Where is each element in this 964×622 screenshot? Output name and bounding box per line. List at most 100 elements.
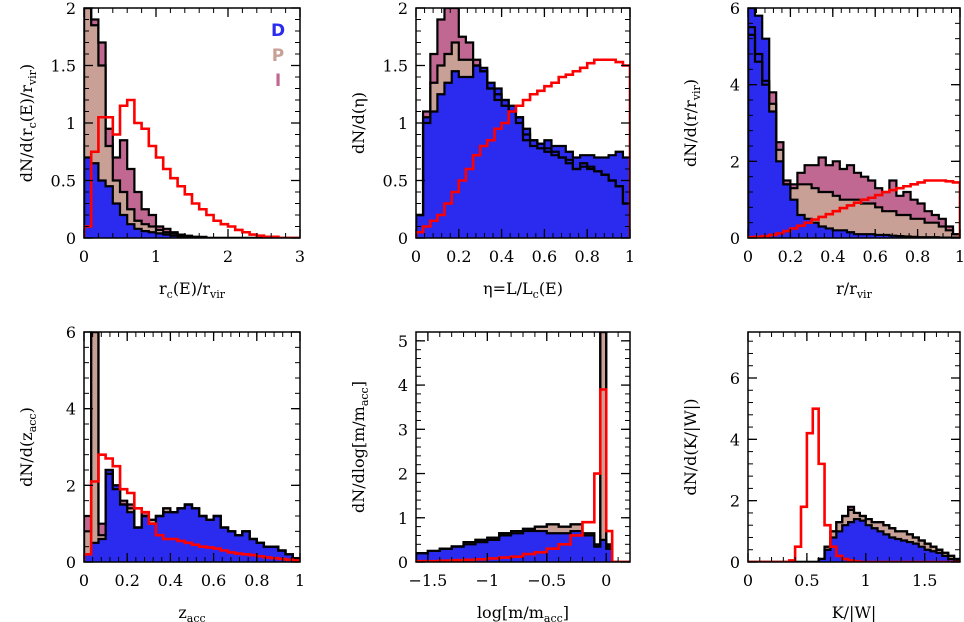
ytick-label: 0 bbox=[730, 553, 740, 572]
ytick-label: 3 bbox=[398, 420, 408, 439]
xtick-label: 0.6 bbox=[862, 247, 887, 266]
series-D-outline-eta bbox=[416, 64, 630, 238]
xtick-label: 0 bbox=[743, 571, 753, 590]
ytick-label: 1.5 bbox=[383, 57, 408, 76]
x-axis-label: log[m/macc] bbox=[477, 603, 569, 622]
xtick-label: 0.8 bbox=[574, 247, 599, 266]
series-D-fill-eta bbox=[416, 65, 630, 238]
xtick-label: 0.4 bbox=[158, 571, 183, 590]
xtick-label: 0.8 bbox=[244, 571, 269, 590]
series-D-fill-rc bbox=[84, 157, 300, 238]
ytick-label: 2 bbox=[66, 476, 76, 495]
series-P-outline-logm bbox=[416, 332, 630, 562]
ytick-label: 6 bbox=[730, 0, 740, 18]
series-D-outline-rc bbox=[84, 156, 300, 238]
xtick-label: 1 bbox=[151, 247, 161, 266]
panel-r: 0 0.2 0.4 0.6 0.8 1 0 2 4 6 r/rvir dN/d(r/rvir) bbox=[681, 0, 964, 301]
xtick-label: 0.6 bbox=[532, 247, 557, 266]
ytick-label: 0 bbox=[398, 229, 408, 248]
panel-logm: −1.5 −1 −0.5 0 0 1 2 3 4 5 log[m/macc] dN/dlog[m/ma… bbox=[349, 331, 631, 622]
ytick-label: 1.5 bbox=[51, 57, 76, 76]
series-I-fill-logm bbox=[416, 332, 630, 562]
ytick-label: 1 bbox=[66, 114, 76, 133]
x-axis-label: K/|W| bbox=[832, 603, 877, 622]
legend-I: I bbox=[275, 71, 281, 91]
ytick-label: 2 bbox=[398, 0, 408, 18]
series-red-logm bbox=[416, 388, 630, 562]
ytick-label: 5 bbox=[398, 332, 408, 351]
series-P-outline-rc bbox=[84, 8, 300, 238]
series-D-fill-virial bbox=[748, 519, 960, 562]
plot-frame-r bbox=[747, 7, 961, 239]
x-axis-label: r/rvir bbox=[836, 279, 872, 301]
xtick-label: 0 bbox=[79, 571, 89, 590]
series-P-fill-logm bbox=[416, 332, 630, 562]
xtick-label: 1 bbox=[955, 247, 964, 266]
series-red-rc bbox=[84, 98, 300, 238]
plot-frame-logm bbox=[415, 331, 631, 563]
x-axis-label: zacc bbox=[178, 603, 205, 622]
xtick-label: 0.4 bbox=[489, 247, 514, 266]
series-red-virial bbox=[748, 407, 960, 562]
panel-zacc: 0 0.2 0.4 0.6 0.8 1 0 2 4 6 zacc dN/d(zacc) bbox=[17, 323, 305, 622]
ytick-label: 2 bbox=[730, 492, 740, 511]
ytick-label: 4 bbox=[730, 430, 740, 449]
ytick-label: 0 bbox=[398, 553, 408, 572]
legend-D: D bbox=[271, 21, 285, 41]
legend-P: P bbox=[272, 46, 284, 66]
xtick-label: 0 bbox=[601, 571, 611, 590]
series-I-outline-r bbox=[748, 26, 960, 238]
xtick-label: 0.6 bbox=[201, 571, 226, 590]
xtick-label: −1.5 bbox=[408, 571, 447, 590]
series-D-outline-virial bbox=[748, 517, 960, 562]
ytick-label: 4 bbox=[66, 400, 76, 419]
y-axis-label: dN/d(rc(E)/rvir) bbox=[17, 64, 39, 182]
ytick-label: 2 bbox=[66, 0, 76, 18]
x-axis-label: rc(E)/rvir bbox=[159, 279, 226, 301]
ytick-label: 0 bbox=[730, 229, 740, 248]
y-axis-label: dN/d(K/|W|) bbox=[681, 399, 700, 496]
xtick-label: 0.2 bbox=[778, 247, 803, 266]
ytick-label: 0.5 bbox=[51, 172, 76, 191]
ytick-label: 4 bbox=[730, 76, 740, 95]
series-D-fill-zacc bbox=[84, 470, 300, 562]
xtick-label: −0.5 bbox=[527, 571, 566, 590]
plot-frame-zacc bbox=[83, 331, 301, 563]
xtick-label: 1 bbox=[295, 571, 305, 590]
series-D-fill-r bbox=[748, 8, 960, 238]
xtick-label: 2 bbox=[223, 247, 233, 266]
ytick-label: 2 bbox=[730, 152, 740, 171]
ytick-label: 6 bbox=[66, 323, 76, 342]
xtick-label: 1 bbox=[625, 247, 635, 266]
xtick-label: 0.2 bbox=[446, 247, 471, 266]
series-P-outline-virial bbox=[748, 508, 960, 562]
ytick-label: 4 bbox=[398, 376, 408, 395]
xtick-label: 0 bbox=[411, 247, 421, 266]
ytick-label: 2 bbox=[398, 465, 408, 484]
xtick-label: 0.5 bbox=[794, 571, 819, 590]
xtick-label: 0 bbox=[743, 247, 753, 266]
ytick-label: 1 bbox=[398, 509, 408, 528]
xtick-label: 0 bbox=[79, 247, 89, 266]
xtick-label: 1.5 bbox=[912, 571, 937, 590]
series-I-outline-logm bbox=[416, 332, 630, 562]
series-D-outline-logm bbox=[416, 529, 630, 562]
ytick-label: 0 bbox=[66, 229, 76, 248]
xtick-label: −1 bbox=[476, 571, 500, 590]
ytick-label: 0 bbox=[66, 553, 76, 572]
y-axis-label: dN/d(η) bbox=[349, 92, 368, 154]
ytick-label: 0.5 bbox=[383, 172, 408, 191]
series-P-fill-r bbox=[748, 34, 960, 238]
ytick-label: 1 bbox=[398, 114, 408, 133]
panel-virial: 0 0.5 1 1.5 0 2 4 6 K/|W| dN/d(K/|W|) bbox=[681, 331, 961, 622]
series-D-fill-logm bbox=[416, 531, 630, 562]
xtick-label: 3 bbox=[295, 247, 305, 266]
xtick-label: 0.8 bbox=[905, 247, 930, 266]
xtick-label: 0.4 bbox=[820, 247, 845, 266]
x-axis-label: η=L/Lc(E) bbox=[483, 279, 563, 301]
xtick-label: 0.2 bbox=[114, 571, 139, 590]
series-red-zacc bbox=[84, 453, 300, 562]
y-axis-label: dN/d(r/rvir) bbox=[681, 79, 703, 167]
ytick-label: 6 bbox=[730, 369, 740, 388]
